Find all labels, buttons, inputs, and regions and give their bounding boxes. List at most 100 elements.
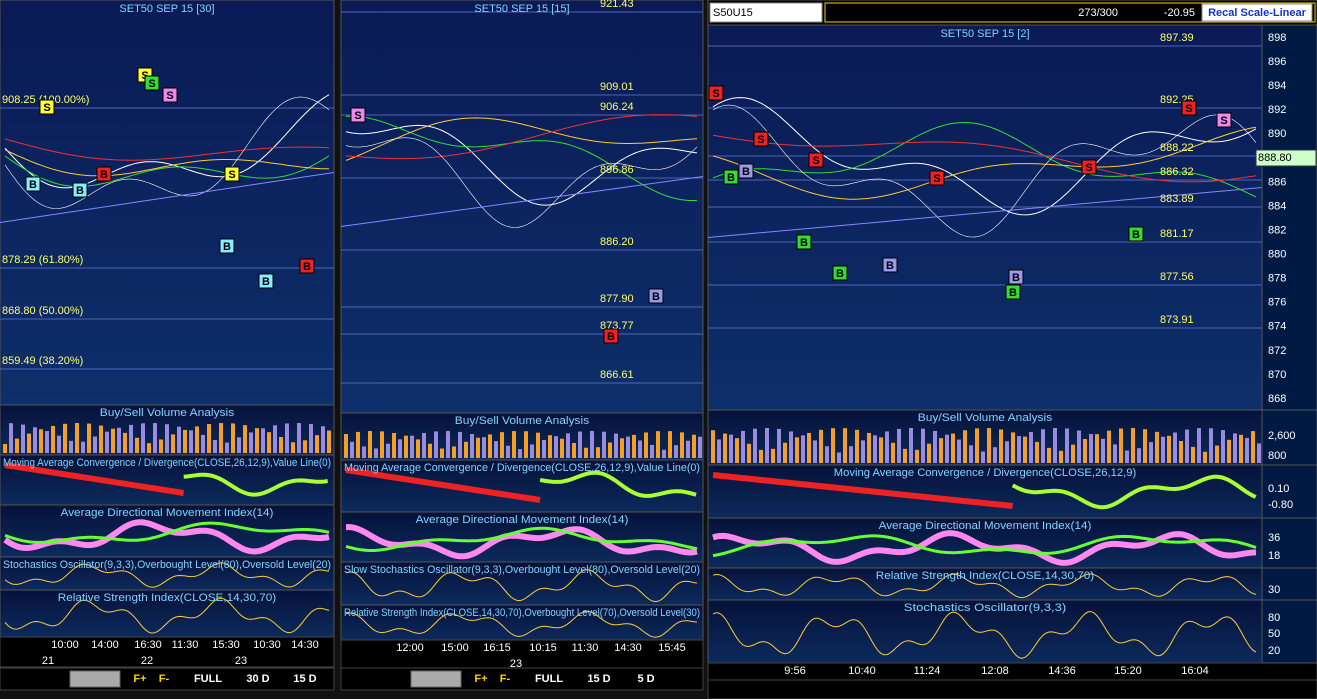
- recal-button-label[interactable]: Recal Scale-Linear: [1208, 7, 1307, 19]
- y-tick-label: 898: [1268, 32, 1286, 44]
- price-label: 866.61: [600, 369, 634, 381]
- price-label: 881.17: [1160, 228, 1194, 240]
- volume-bar: [428, 443, 432, 458]
- recal-button: [1201, 3, 1313, 22]
- signal-marker: [96, 166, 112, 182]
- indicator-line: [4, 96, 330, 209]
- toolbar-button: 5 D: [637, 673, 654, 685]
- price-label: 896.86: [600, 164, 634, 176]
- volume-bar: [243, 425, 247, 453]
- volume-bar: [321, 426, 325, 453]
- volume-bar: [1023, 436, 1027, 463]
- volume-bar: [51, 425, 55, 453]
- indicator-line: [539, 470, 697, 498]
- volume-bar: [63, 423, 67, 453]
- volume-bar: [837, 452, 841, 463]
- indicator-line: [345, 526, 698, 552]
- volume-bar: [279, 437, 283, 453]
- volume-bar: [1173, 432, 1177, 463]
- volume-bar: [392, 432, 396, 458]
- volume-bar: [807, 432, 811, 463]
- volume-bar: [542, 439, 546, 458]
- volume-bar: [356, 431, 360, 458]
- volume-bar: [915, 449, 919, 463]
- signal-label: S: [354, 110, 361, 122]
- indicator-title: Relative Strength Index(CLOSE,14,30,70): [58, 592, 276, 604]
- time-label: 14:00: [91, 639, 119, 651]
- time-label: 11:30: [172, 639, 199, 651]
- toolbar-button: 15 D: [293, 673, 316, 685]
- indicator-title: Slow Stochastics Oscillator(9,3,3),Overb…: [344, 564, 700, 576]
- volume-bar: [87, 423, 91, 453]
- volume-bar: [488, 434, 492, 458]
- indicator-tick: 20: [1268, 645, 1280, 657]
- time-axis: [340, 639, 704, 671]
- trend-line: [0, 172, 335, 223]
- volume-bar: [285, 423, 289, 453]
- price-label: 877.56: [1160, 271, 1194, 283]
- volume-bar: [327, 430, 331, 453]
- indicator-line: [712, 611, 1257, 659]
- signal-marker: [603, 328, 619, 344]
- indicator-axis: [1261, 599, 1317, 664]
- signal-label: B: [742, 166, 750, 178]
- volume-bar: [147, 443, 151, 453]
- volume-bar: [638, 440, 642, 458]
- trend-line: [340, 176, 704, 227]
- volume-bar: [1071, 444, 1075, 463]
- trend-line: [707, 187, 1263, 238]
- time-label: 14:30: [614, 642, 642, 654]
- signal-label: B: [1009, 287, 1017, 299]
- volume-bar: [261, 428, 265, 453]
- price-label: 921.43: [600, 0, 634, 10]
- date-label: 23: [235, 655, 247, 667]
- time-label: 15:45: [658, 642, 686, 654]
- volume-bar: [999, 429, 1003, 463]
- volume-bar: [608, 442, 612, 458]
- volume-bar: [530, 444, 534, 458]
- indicator-line: [183, 472, 329, 497]
- volume-bar: [105, 431, 109, 453]
- volume-bar: [723, 433, 727, 463]
- volume-bar: [662, 449, 666, 458]
- toolbar-button: FULL: [535, 673, 563, 685]
- volume-bar: [1149, 442, 1153, 463]
- volume-bar: [1227, 439, 1231, 463]
- volume-bar: [933, 430, 937, 463]
- volume-bar: [350, 441, 354, 458]
- volume-bar: [927, 443, 931, 463]
- volume-bar: [159, 439, 163, 453]
- volume-bar: [698, 436, 702, 458]
- scrollbar: [410, 670, 462, 688]
- signal-marker: [738, 163, 754, 179]
- indicator-title: Average Directional Movement Index(14): [61, 507, 274, 519]
- indicator-line: [4, 155, 330, 187]
- volume-bar: [21, 424, 25, 453]
- signal-label: B: [652, 291, 660, 303]
- volume-bar: [219, 423, 223, 453]
- signal-label: B: [29, 179, 37, 191]
- indicator-title: Buy/Sell Volume Analysis: [918, 412, 1053, 424]
- time-label: 11:30: [572, 642, 599, 654]
- indicator-line: [712, 126, 1257, 200]
- volume-bar: [729, 434, 733, 463]
- volume-bar: [1233, 433, 1237, 463]
- indicator-area: [340, 604, 704, 641]
- time-label: 15:30: [212, 639, 240, 651]
- indicator-area: [340, 561, 704, 606]
- time-label: 9:56: [784, 665, 805, 677]
- panel-title: SET50 SEP 15 [2]: [940, 28, 1029, 40]
- volume-bar: [656, 431, 660, 458]
- volume-bar: [975, 428, 979, 463]
- symbol: S50U15: [713, 7, 753, 19]
- y-tick-label: 890: [1268, 128, 1286, 140]
- symbol-box: [709, 2, 823, 23]
- indicator-line: [4, 597, 330, 634]
- indicator-line: [345, 117, 698, 161]
- signal-label: S: [228, 169, 235, 181]
- volume-bar: [141, 423, 145, 453]
- time-label: 11:24: [914, 665, 941, 677]
- signal-marker: [723, 169, 739, 185]
- signal-marker: [72, 182, 88, 198]
- time-label: 12:08: [981, 665, 1009, 677]
